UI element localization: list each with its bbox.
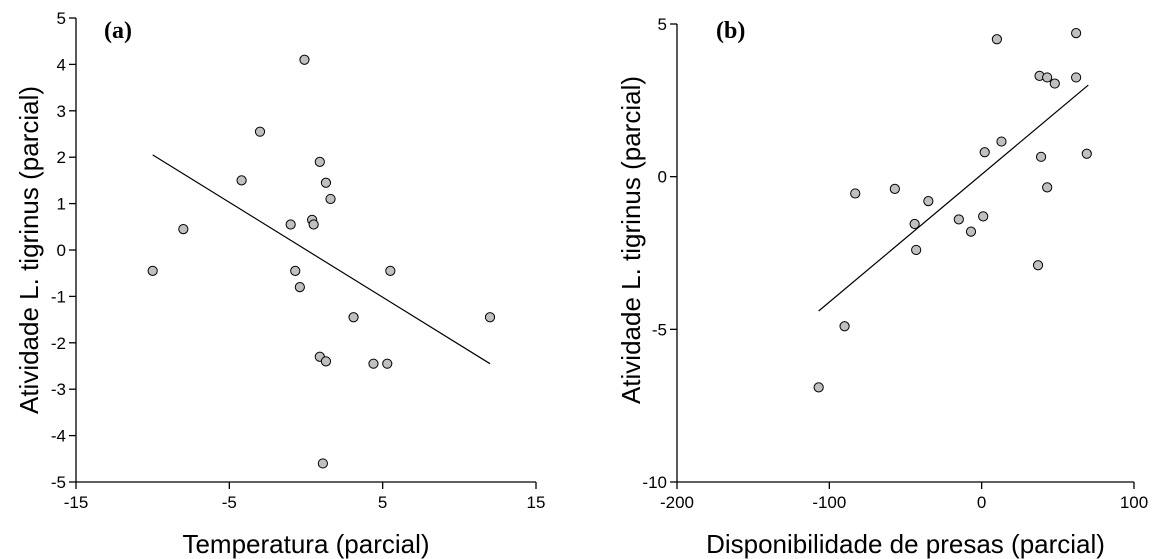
data-point <box>889 183 900 194</box>
data-point <box>320 356 332 367</box>
y-tick-label: -5 <box>51 473 66 492</box>
data-point <box>317 458 328 469</box>
data-point <box>839 321 850 332</box>
panel-label: (a) <box>104 18 132 44</box>
regression-line <box>818 84 1089 312</box>
data-point <box>979 147 990 158</box>
panel-label: (b) <box>716 18 745 44</box>
y-tick-label: 5 <box>57 9 66 28</box>
data-point <box>299 54 310 65</box>
data-point <box>308 219 319 230</box>
data-point <box>911 244 922 256</box>
data-point <box>147 265 158 276</box>
y-tick-label: 1 <box>57 195 66 214</box>
data-point <box>368 358 379 369</box>
data-point <box>320 177 332 188</box>
data-point <box>978 211 989 222</box>
regression-line <box>152 154 491 365</box>
data-point <box>236 175 247 186</box>
x-tick-label: 15 <box>527 493 546 512</box>
x-tick-label: 100 <box>1120 493 1148 512</box>
x-tick-label: 5 <box>378 493 387 512</box>
y-tick-label: 4 <box>57 55 66 74</box>
data-point <box>285 219 296 230</box>
data-point <box>254 126 266 137</box>
data-point <box>382 358 393 369</box>
y-tick-label: -5 <box>652 320 667 339</box>
data-point <box>923 195 934 207</box>
data-point <box>996 136 1007 147</box>
x-tick-label: -15 <box>64 493 89 512</box>
y-tick-label: -2 <box>51 334 66 353</box>
x-tick-label: 0 <box>977 493 986 512</box>
data-point <box>385 265 396 276</box>
y-tick-label: -10 <box>642 473 667 492</box>
x-axis-title: Disponibilidade de presas (parcial) <box>706 529 1105 559</box>
data-point <box>965 226 977 237</box>
y-tick-label: 0 <box>658 168 667 187</box>
y-tick-label: 0 <box>57 241 66 260</box>
data-point <box>314 156 325 167</box>
data-point <box>1042 72 1053 83</box>
data-point <box>909 218 920 230</box>
data-point <box>953 214 964 225</box>
data-point <box>1071 28 1082 39</box>
data-point <box>991 34 1003 45</box>
data-point <box>294 282 305 293</box>
y-tick-label: 2 <box>57 148 66 167</box>
data-point <box>290 265 301 276</box>
y-tick-label: 5 <box>658 15 667 34</box>
y-tick-label: -3 <box>51 380 66 399</box>
data-point <box>325 193 336 205</box>
data-point <box>1081 148 1092 159</box>
y-tick-label: 3 <box>57 102 66 121</box>
y-tick-label: -1 <box>51 287 66 306</box>
x-tick-label: -5 <box>222 493 237 512</box>
data-point <box>813 382 824 393</box>
data-point <box>484 312 496 323</box>
x-tick-label: -100 <box>812 493 846 512</box>
panel-b-scatter-plot: -10 -5 0 5 -200 -100 0 100 (b) Disponibilidade de… <box>616 15 1148 559</box>
y-tick-label: -4 <box>51 427 66 446</box>
data-point <box>1071 72 1082 83</box>
data-point <box>1049 78 1060 89</box>
data-point <box>850 188 861 199</box>
y-axis-title: Atividade L. tigrinus (parcial) <box>616 76 646 404</box>
data-point <box>1032 260 1044 271</box>
x-tick-label: -200 <box>660 493 694 512</box>
data-point <box>1035 151 1047 162</box>
y-axis-title: Atividade L. tigrinus (parcial) <box>14 86 44 414</box>
data-point <box>178 224 189 235</box>
data-point <box>348 312 359 323</box>
x-axis-title: Temperatura (parcial) <box>182 529 429 559</box>
data-point <box>1042 182 1053 193</box>
